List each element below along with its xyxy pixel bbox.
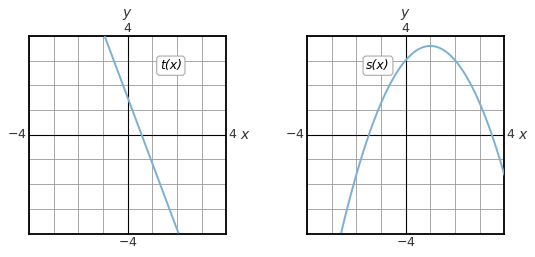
Text: $4$: $4$	[506, 128, 515, 141]
Text: $x$: $x$	[518, 128, 529, 142]
Text: $-4$: $-4$	[7, 128, 27, 141]
Text: $y$: $y$	[400, 7, 411, 22]
Text: t(x): t(x)	[160, 59, 182, 72]
Text: $-4$: $-4$	[396, 236, 416, 249]
Text: $4$: $4$	[228, 128, 237, 141]
Text: $y$: $y$	[123, 7, 133, 22]
Text: $4$: $4$	[123, 22, 132, 35]
Text: $x$: $x$	[240, 128, 251, 142]
Text: s(x): s(x)	[366, 59, 390, 72]
Text: $-4$: $-4$	[285, 128, 304, 141]
Text: $-4$: $-4$	[118, 236, 137, 249]
Text: $4$: $4$	[401, 22, 410, 35]
